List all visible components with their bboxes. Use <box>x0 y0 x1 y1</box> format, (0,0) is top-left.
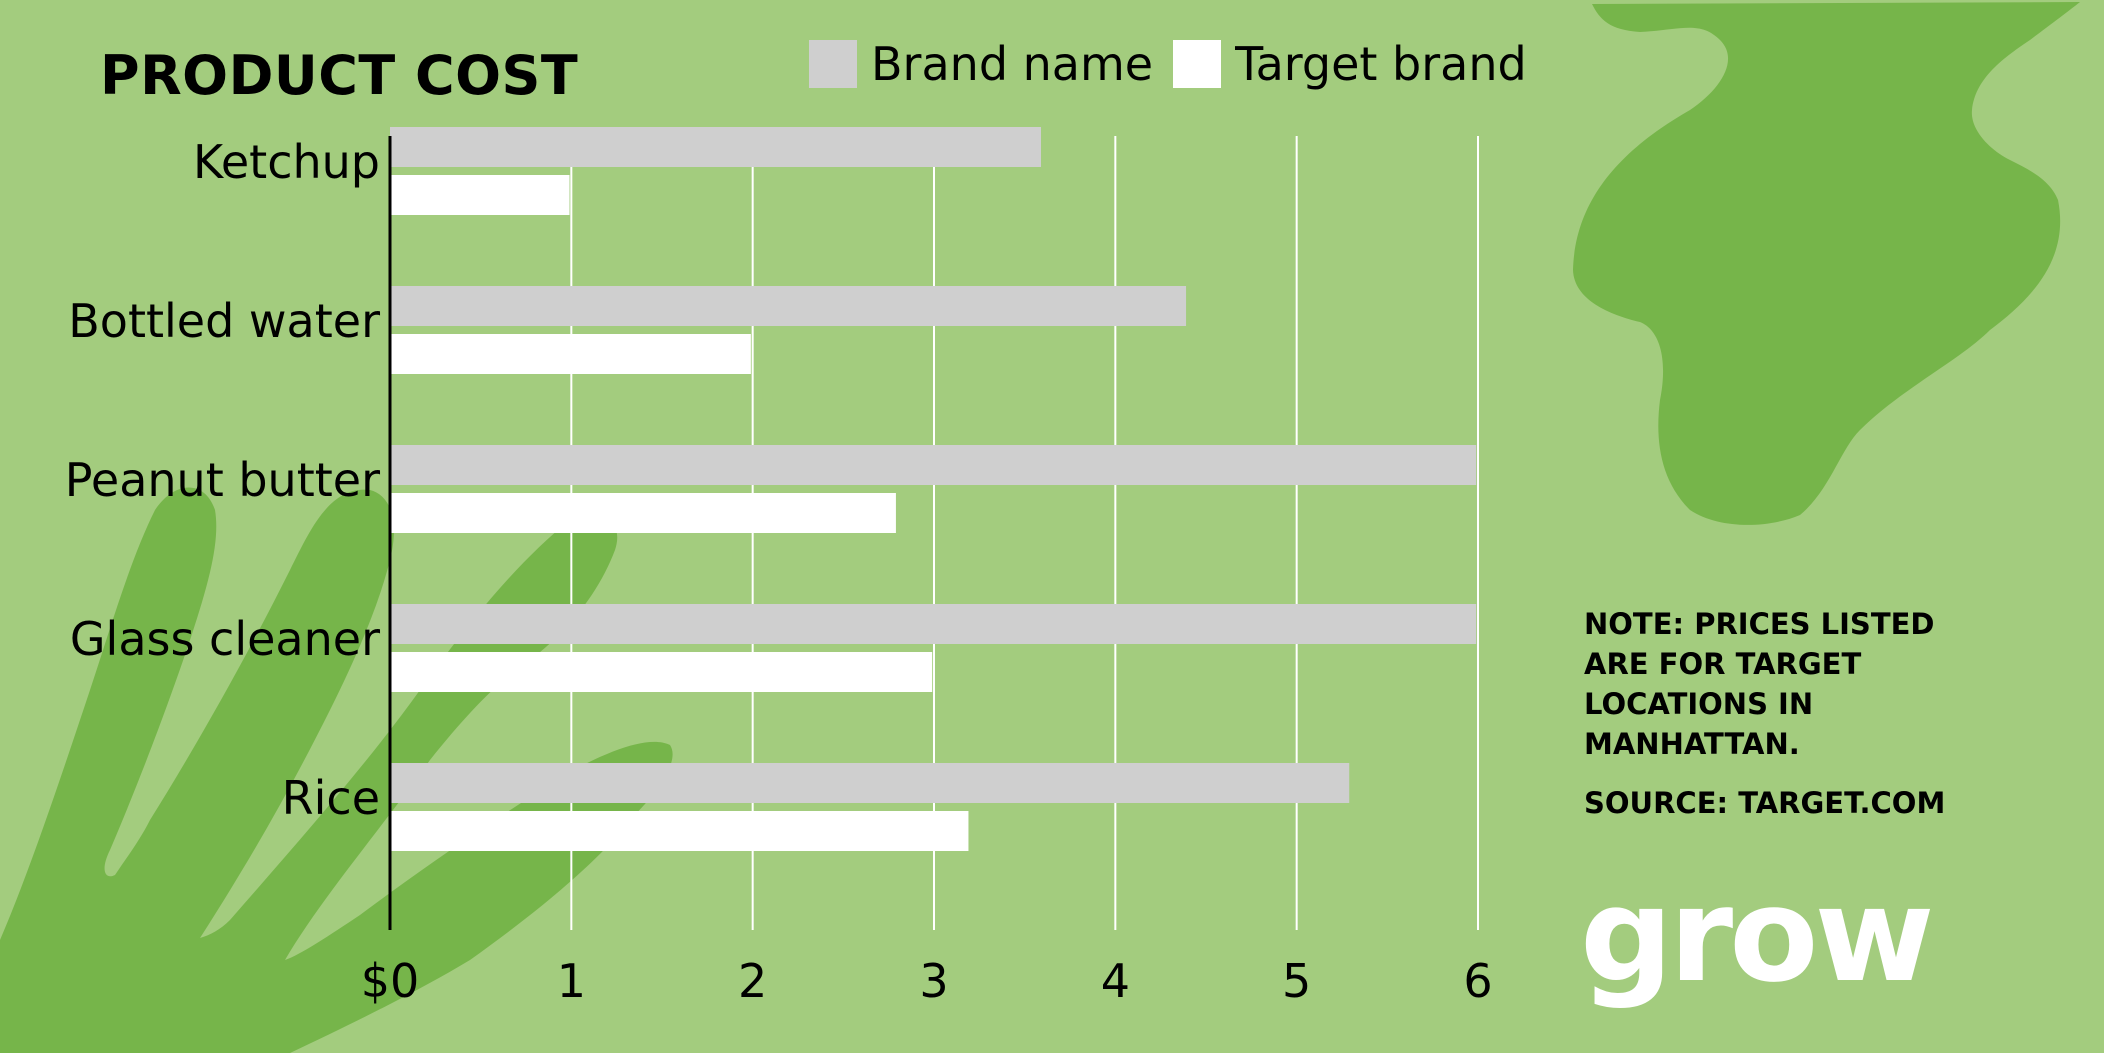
bar-target-brand <box>390 493 896 533</box>
legend-swatch-target-brand <box>1173 40 1222 88</box>
note-text: NOTE: PRICES LISTED ARE FOR TARGET LOCAT… <box>1584 607 1935 761</box>
x-tick-label: 3 <box>919 954 948 1008</box>
chart-title: PRODUCT COST <box>100 44 579 107</box>
bar-brand-name <box>390 445 1477 485</box>
x-tick-label: 4 <box>1101 954 1130 1008</box>
bar-target-brand <box>390 811 969 851</box>
bars <box>390 127 1477 851</box>
x-tick-label: 1 <box>557 954 586 1008</box>
legend-swatch-brand-name <box>809 40 857 88</box>
x-tick-label: 5 <box>1282 954 1311 1008</box>
bar-brand-name <box>390 127 1041 167</box>
category-label: Ketchup <box>193 135 380 189</box>
legend-item-target-brand: Target brand <box>1173 37 1527 91</box>
grow-logo: grow <box>1580 859 1935 1011</box>
leaf-shape-top-right <box>1573 2 2080 525</box>
bar-target-brand <box>390 334 751 374</box>
bar-target-brand <box>390 652 933 692</box>
category-label: Peanut butter <box>65 453 380 507</box>
legend-item-brand-name: Brand name <box>809 37 1153 91</box>
bar-brand-name <box>390 286 1187 326</box>
legend-label-target-brand: Target brand <box>1235 37 1527 91</box>
x-tick-label: 6 <box>1463 954 1492 1008</box>
x-tick-label: $0 <box>361 954 420 1008</box>
source-text: SOURCE: TARGET.COM <box>1584 786 1946 820</box>
bar-brand-name <box>390 763 1350 803</box>
x-tick-label: 2 <box>738 954 767 1008</box>
bar-brand-name <box>390 604 1477 644</box>
category-label: Glass cleaner <box>70 612 380 666</box>
legend-label-brand-name: Brand name <box>871 37 1154 91</box>
legend: Brand name Target brand <box>809 37 1547 91</box>
category-label: Bottled water <box>68 294 380 348</box>
category-label: Rice <box>282 771 380 825</box>
axis-labels: $0 1 2 3 4 5 6 Ketchup Bottled water Peanut butte… <box>65 135 1493 1008</box>
bar-target-brand <box>390 175 570 215</box>
